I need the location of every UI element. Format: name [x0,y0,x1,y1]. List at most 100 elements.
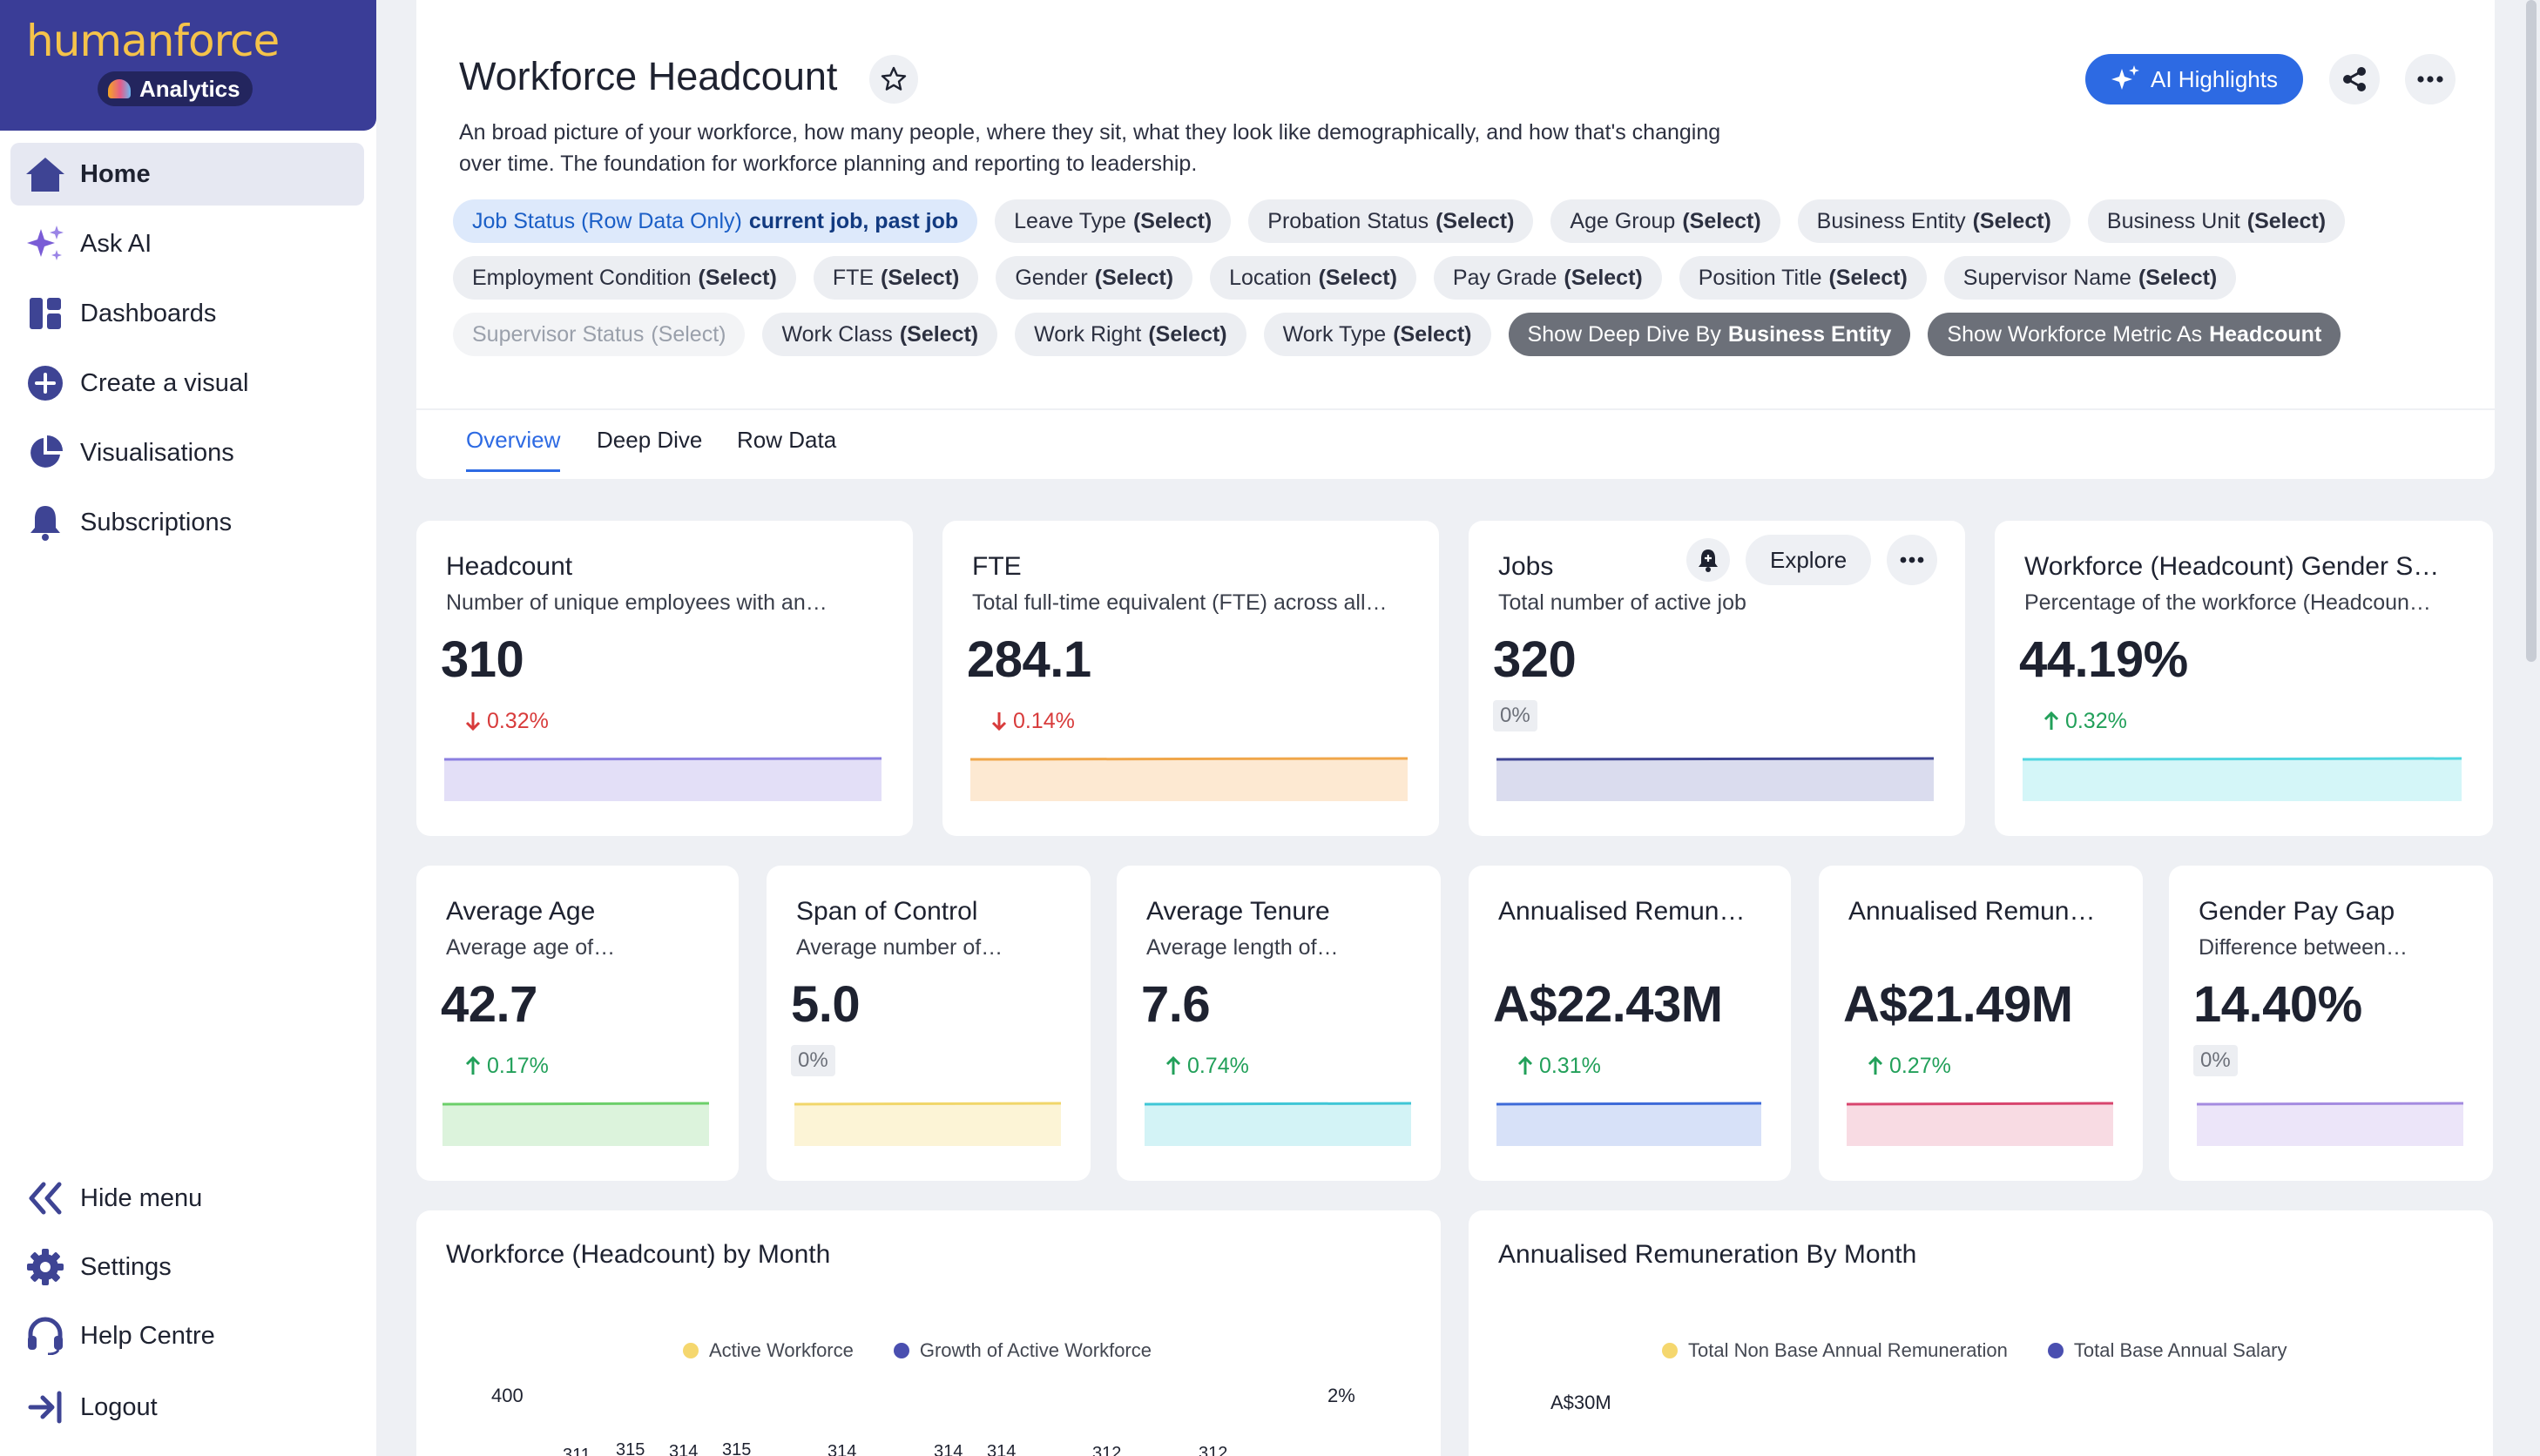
kpi-description: Average length of… [1146,935,1339,960]
filter-row-3: Supervisor Status (Select) Work Class (Sel… [453,313,2341,356]
filter-supervisor-name[interactable]: Supervisor Name (Select) [1943,256,2237,300]
kpi-change: 0% [791,1045,835,1076]
nav-hide-menu[interactable]: Hide menu [10,1167,364,1230]
nav-create-visual-label: Create a visual [80,368,249,397]
sparkline-area [1847,1103,2113,1146]
kpi-gender-split[interactable]: Workforce (Headcount) Gender S… Percenta… [1995,521,2493,836]
filter-work-right[interactable]: Work Right (Select) [1015,313,1246,356]
kpi-sparkline [970,757,1408,801]
kpi-description: Average number of… [796,935,1003,960]
nav-visualisations[interactable]: Visualisations [10,421,364,484]
filter-leave-type[interactable]: Leave Type (Select) [995,199,1232,243]
sparkline-line [2197,1102,2463,1106]
nav-help-centre-label: Help Centre [80,1321,215,1350]
kpi-change: 0.32% [2043,709,2127,734]
favourite-button[interactable] [869,55,918,104]
headset-icon [10,1304,80,1367]
filter-position-title[interactable]: Position Title (Select) [1679,256,1927,300]
kpi-change: 0.14% [991,709,1075,734]
nav-create-visual[interactable]: Create a visual [10,352,364,415]
filter-business-unit[interactable]: Business Unit (Select) [2087,199,2346,243]
filter-business-entity[interactable]: Business Entity (Select) [1797,199,2071,243]
share-button[interactable] [2329,54,2380,104]
bar-label: 314 [828,1442,857,1456]
kpi-more-button[interactable] [1887,535,1938,585]
tab-row-data[interactable]: Row Data [737,427,837,453]
filter-age-group[interactable]: Age Group (Select) [1550,199,1780,243]
chart-remuneration-by-month[interactable]: Annualised Remuneration By Month Total N… [1469,1210,2493,1456]
kpi-description: Total full-time equivalent (FTE) across … [972,590,1388,615]
nav-dashboards[interactable]: Dashboards [10,282,364,345]
filter-probation-status[interactable]: Probation Status (Select) [1248,199,1534,243]
kpi-change: 0.17% [465,1054,549,1079]
filter-work-type[interactable]: Work Type (Select) [1263,313,1491,356]
filter-job-status[interactable]: Job Status (Row Data Only) current job, p… [453,199,978,243]
kpi-average-age[interactable]: Average Age Average age of… 42.7 0.17% [416,866,739,1181]
page-scrollbar[interactable] [2526,0,2537,662]
chart-headcount-by-month[interactable]: Workforce (Headcount) by Month Active Wo… [416,1210,1441,1456]
filter-location[interactable]: Location (Select) [1210,256,1416,300]
kpi-value: 5.0 [791,976,861,1033]
kpi-jobs[interactable]: Jobs Total number of active job Explore … [1469,521,1965,836]
nav-subscriptions[interactable]: Subscriptions [10,491,364,554]
tab-deep-dive[interactable]: Deep Dive [597,427,703,453]
nav-ask-ai[interactable]: Ask AI [10,212,364,275]
kpi-gender-pay-gap[interactable]: Gender Pay Gap Difference between… 14.40… [2169,866,2493,1181]
bar-label: 311 [563,1446,591,1456]
kpi-fte[interactable]: FTE Total full-time equivalent (FTE) acr… [942,521,1439,836]
parameter-workforce-metric[interactable]: Show Workforce Metric As Headcount [1928,313,2341,356]
ai-highlights-button[interactable]: AI Highlights [2085,54,2303,104]
filter-fte[interactable]: FTE (Select) [813,256,979,300]
kpi-average-tenure[interactable]: Average Tenure Average length of… 7.6 0.… [1117,866,1441,1181]
nav-logout[interactable]: Logout [10,1376,364,1439]
nav-home[interactable]: Home [10,143,364,206]
arrow-up-icon [2043,711,2059,730]
filter-row-2: Employment Condition (Select) FTE (Select)… [453,256,2237,300]
nav-ask-ai-label: Ask AI [80,229,152,258]
legend-item[interactable]: Active Workforce [683,1339,854,1362]
sparkline-area [442,1103,709,1146]
chart-legend: Active Workforce Growth of Active Workfo… [683,1339,1152,1362]
filter-supervisor-status[interactable]: Supervisor Status (Select) [453,313,746,356]
kpi-value: 44.19% [2019,631,2188,688]
dashboard-description: An broad picture of your workforce, how … [459,120,1721,176]
bar-label: 315 [722,1440,752,1456]
parameter-deep-dive-by[interactable]: Show Deep Dive By Business Entity [1508,313,1911,356]
filter-gender[interactable]: Gender (Select) [996,256,1193,300]
sparkline-area [2023,758,2462,801]
nav-settings[interactable]: Settings [10,1236,364,1298]
arrow-down-icon [465,712,481,731]
kpi-headcount[interactable]: Headcount Number of unique employees wit… [416,521,913,836]
nav-subscriptions-label: Subscriptions [80,508,233,536]
filter-work-class[interactable]: Work Class (Select) [762,313,998,356]
filter-pay-grade[interactable]: Pay Grade (Select) [1433,256,1662,300]
alert-button[interactable] [1686,538,1730,582]
kpi-annualised-remuneration-total[interactable]: Annualised Remun… A$22.43M 0.31% [1469,866,1791,1181]
tab-overview[interactable]: Overview [466,427,561,472]
kpi-change: 0% [2193,1045,2238,1076]
kpi-span-of-control[interactable]: Span of Control Average number of… 5.0 0… [767,866,1091,1181]
nav-help-centre[interactable]: Help Centre [10,1304,364,1367]
kpi-description: Total number of active job [1498,590,1746,615]
kpi-value: 7.6 [1141,976,1211,1033]
more-options-button[interactable] [2405,54,2456,104]
legend-item[interactable]: Growth of Active Workforce [893,1339,1152,1362]
kpi-description: Percentage of the workforce (Headcoun… [2024,590,2431,615]
sparkline-area [1496,758,1934,801]
y-axis-tick-right: 2% [1327,1385,1355,1406]
legend-swatch [893,1343,909,1358]
legend-item[interactable]: Total Non Base Annual Remuneration [1662,1339,2008,1362]
humanforce-logo[interactable]: humanforce [26,16,280,66]
kpi-sparkline [1145,1102,1411,1146]
filter-employment-condition[interactable]: Employment Condition (Select) [453,256,796,300]
y-axis-tick-left: A$30M [1550,1392,1611,1413]
legend-item[interactable]: Total Base Annual Salary [2047,1339,2287,1362]
pie-chart-icon [10,421,80,484]
explore-button[interactable]: Explore [1746,535,1872,585]
kpi-value: 42.7 [441,976,537,1033]
share-icon [2343,67,2366,91]
kpi-title: FTE [972,552,1022,581]
kpi-annualised-remuneration-base[interactable]: Annualised Remun… A$21.49M 0.27% [1819,866,2143,1181]
kpi-title: Headcount [446,552,573,581]
sidebar: humanforce Analytics Home Ask AI [0,0,376,1456]
